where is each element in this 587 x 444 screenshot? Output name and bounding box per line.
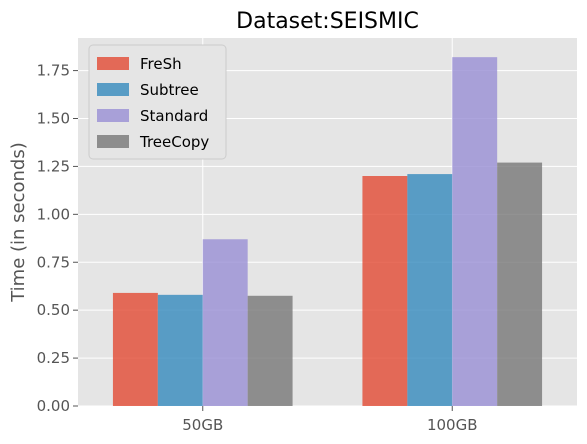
legend-swatch <box>97 83 129 96</box>
bar-treecopy-100gb <box>497 162 543 406</box>
bar-standard-50gb <box>202 239 248 406</box>
bar-fresh-100gb <box>362 176 408 406</box>
legend-label: Standard <box>140 107 208 125</box>
y-axis-label: Time (in seconds) <box>8 142 29 303</box>
legend: FreSh Subtree Standard TreeCopy <box>88 44 227 160</box>
y-tick-label: 1.00 <box>37 205 70 223</box>
y-tick-label: 1.50 <box>37 110 70 128</box>
legend-swatch <box>97 57 129 70</box>
x-tick-label: 50GB <box>182 416 223 434</box>
x-axis-ticks: 50GB 100GB <box>182 406 478 434</box>
legend-label: Subtree <box>140 81 199 99</box>
chart-title: Dataset:SEISMIC <box>236 9 419 34</box>
y-tick-label: 0.25 <box>37 349 70 367</box>
y-axis-ticks: 0.00 0.25 0.50 0.75 1.00 1.25 1.50 1.75 <box>37 62 78 415</box>
bars <box>112 57 543 407</box>
y-tick-label: 1.75 <box>37 62 70 80</box>
y-tick-label: 0.75 <box>37 253 70 271</box>
y-tick-label: 1.25 <box>37 157 70 175</box>
bar-fresh-50gb <box>112 292 158 406</box>
y-tick-label: 0.00 <box>37 397 70 415</box>
y-tick-label: 0.50 <box>37 301 70 319</box>
legend-swatch <box>97 109 129 122</box>
legend-label: TreeCopy <box>139 133 209 151</box>
bar-standard-100gb <box>452 57 498 407</box>
legend-label: FreSh <box>140 55 182 73</box>
legend-swatch <box>97 135 129 148</box>
bar-subtree-50gb <box>157 294 203 406</box>
legend-box <box>88 44 227 160</box>
x-tick-label: 100GB <box>427 416 478 434</box>
bar-treecopy-50gb <box>247 295 293 406</box>
bar-subtree-100gb <box>407 174 453 406</box>
